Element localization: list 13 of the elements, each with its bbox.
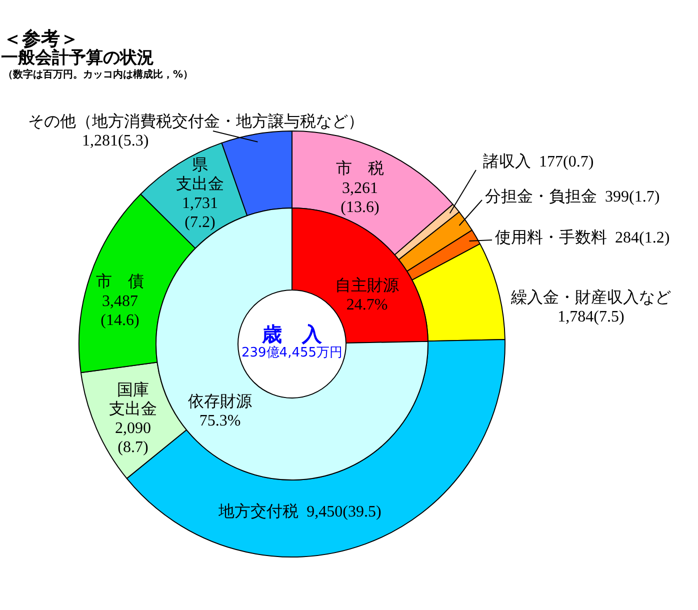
- text: 239億4,455万円: [241, 346, 343, 360]
- slice-label: 使用料・手数料: [495, 228, 607, 246]
- text: ＜参考＞: [3, 28, 79, 50]
- data-label: 177(0.7): [539, 154, 594, 170]
- data-label: 399(1.7): [605, 188, 660, 206]
- text: 歳 入: [261, 322, 323, 346]
- slice-label: その他（地方消費税交付金・地方譲与税など）: [28, 112, 364, 130]
- chart-subtitle: （数字は百万円。カッコ内は構成比，%）: [3, 68, 194, 80]
- data-label: 284(1.2): [615, 230, 670, 246]
- chart-title: 一般会計予算の状況: [1, 48, 154, 68]
- slice-label: 分担金・負担金: [485, 188, 597, 206]
- slice-label: 諸収入: [483, 152, 531, 170]
- data-label: 1,281(5.3): [82, 132, 149, 150]
